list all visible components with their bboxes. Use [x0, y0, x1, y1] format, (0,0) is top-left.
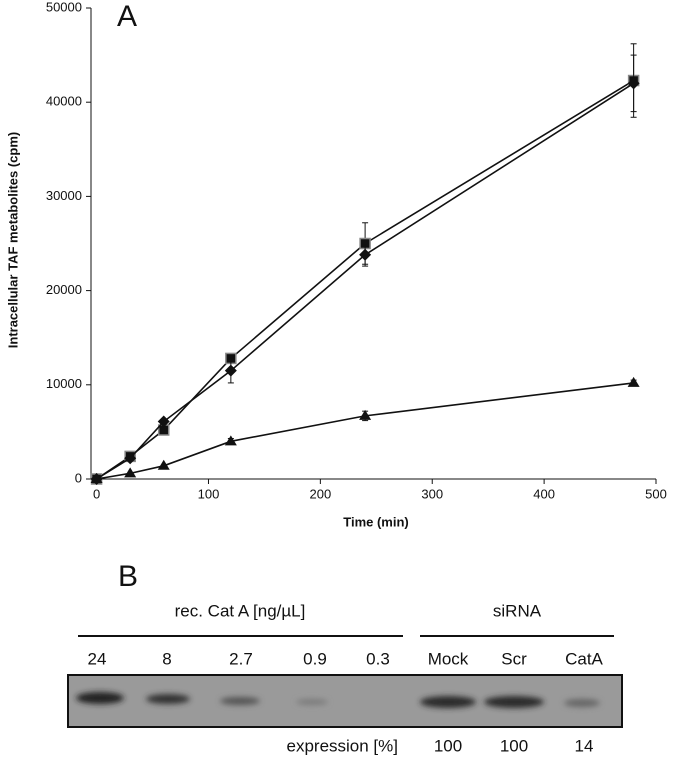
band: [76, 692, 124, 704]
point: [157, 459, 170, 470]
point: [224, 435, 237, 446]
x-tick-label: 0: [93, 486, 100, 501]
x-tick-label: 300: [421, 486, 443, 501]
y-tick-label: 10000: [46, 376, 82, 391]
point: [124, 452, 137, 465]
x-tick-label: 200: [310, 486, 332, 501]
point: [157, 415, 170, 428]
lane-label: 0.3: [366, 649, 390, 668]
x-tick-label: 100: [198, 486, 220, 501]
bands: [76, 692, 600, 708]
x-tick-label: 500: [645, 486, 667, 501]
band: [296, 699, 328, 705]
point: [359, 409, 372, 420]
band: [420, 696, 476, 708]
x-tick-label: 400: [533, 486, 555, 501]
expression-value: 14: [575, 736, 594, 755]
lane-label: 2.7: [229, 649, 253, 668]
band: [484, 696, 544, 708]
y-tick-label: 0: [75, 470, 82, 485]
point: [124, 467, 137, 478]
lane-label: Scr: [501, 649, 527, 668]
y-tick-label: 30000: [46, 188, 82, 203]
panel-label: A: [117, 0, 137, 33]
expression-value: 100: [434, 736, 462, 755]
series-line: [96, 382, 634, 480]
y-tick-label: 50000: [46, 0, 82, 14]
point: [627, 77, 640, 90]
band: [146, 694, 190, 704]
lane-label: 8: [162, 649, 171, 668]
x-axis-title: Time (min): [343, 514, 409, 529]
lane-label: 24: [88, 649, 107, 668]
lane-label: Mock: [428, 649, 469, 668]
y-tick-label: 20000: [46, 282, 82, 297]
expression-value: 100: [500, 736, 528, 755]
lane-label: 0.9: [303, 649, 327, 668]
y-tick-label: 40000: [46, 94, 82, 109]
point: [359, 248, 372, 261]
point: [90, 473, 103, 483]
point: [627, 376, 640, 387]
band: [564, 699, 600, 707]
panel-label: B: [118, 560, 138, 593]
lane-label: CatA: [565, 649, 603, 668]
group-label: siRNA: [493, 601, 542, 620]
y-axis-title: Intracellular TAF metabolites (cpm): [5, 132, 20, 348]
group-label: rec. Cat A [ng/µL]: [175, 601, 306, 620]
band: [220, 697, 260, 705]
expression-label: expression [%]: [287, 736, 399, 755]
series-line: [96, 82, 635, 480]
point: [224, 364, 237, 377]
